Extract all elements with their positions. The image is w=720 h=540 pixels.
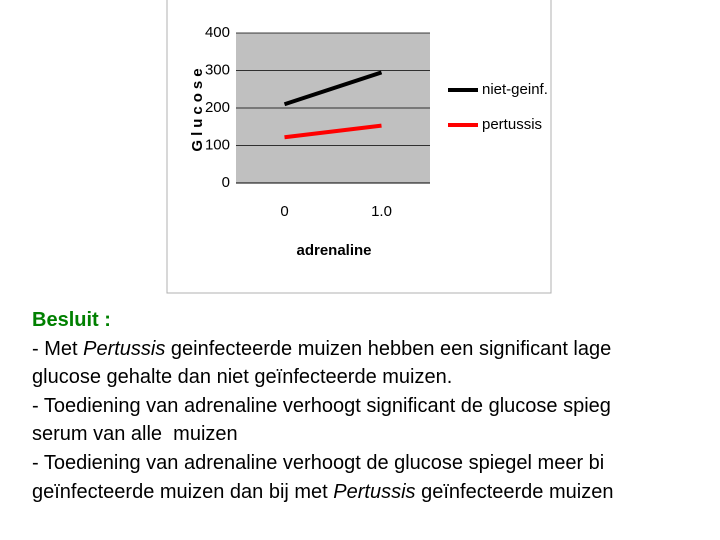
y-tick-label: 400	[205, 24, 230, 41]
text-segment: geïnfecteerde muizen	[415, 480, 614, 503]
text-line: - Toediening van adrenaline verhoogt sig…	[32, 392, 720, 421]
text-line: serum van alle muizen	[32, 420, 720, 449]
x-axis-label: adrenaline	[296, 242, 371, 259]
text-line: - Met Pertussis geinfecteerde muizen heb…	[32, 335, 720, 364]
legend	[439, 73, 547, 147]
y-tick-label: 0	[222, 174, 230, 191]
y-tick-label: 100	[205, 136, 230, 153]
text-line: glucose gehalte dan niet geïnfecteerde m…	[32, 363, 720, 392]
series-line	[284, 123, 382, 140]
series-line	[283, 70, 383, 107]
text-segment: serum van alle muizen	[32, 423, 238, 446]
text-segment: Pertussis	[333, 480, 416, 503]
text-segment: geïnfecteerde muizen dan bij met	[32, 480, 334, 503]
x-tick-label: 0	[280, 203, 288, 220]
y-tick-label: 200	[205, 99, 230, 116]
text-line: - Toediening van adrenaline verhoogt de …	[32, 449, 720, 478]
y-axis-label: Glucose	[189, 64, 206, 151]
text-segment: - Toediening van adrenaline verhoogt sig…	[32, 394, 611, 417]
heading: Besluit :	[32, 309, 111, 331]
conclusion: Besluit : - Met Pertussis geinfecteerde m…	[32, 306, 720, 506]
text-segment: - Met	[32, 337, 84, 360]
text-segment: geinfecteerde muizen hebben een signific…	[165, 337, 612, 360]
text-segment: - Toediening van adrenaline verhoogt de …	[32, 451, 605, 474]
x-tick-label: 1.0	[371, 203, 392, 220]
y-tick-label: 300	[205, 61, 230, 78]
legend-label: pertussis	[482, 116, 542, 133]
legend-label: niet-geinf.	[482, 81, 548, 98]
chart: Glucose adrenaline 0 100 200 300 400 0 1.0 niet…	[166, 0, 552, 294]
text-line: geïnfecteerde muizen dan bij met Pertuss…	[32, 478, 720, 507]
text-segment: glucose gehalte dan niet geïnfecteerde m…	[32, 366, 453, 389]
text-segment: Pertussis	[83, 337, 166, 360]
